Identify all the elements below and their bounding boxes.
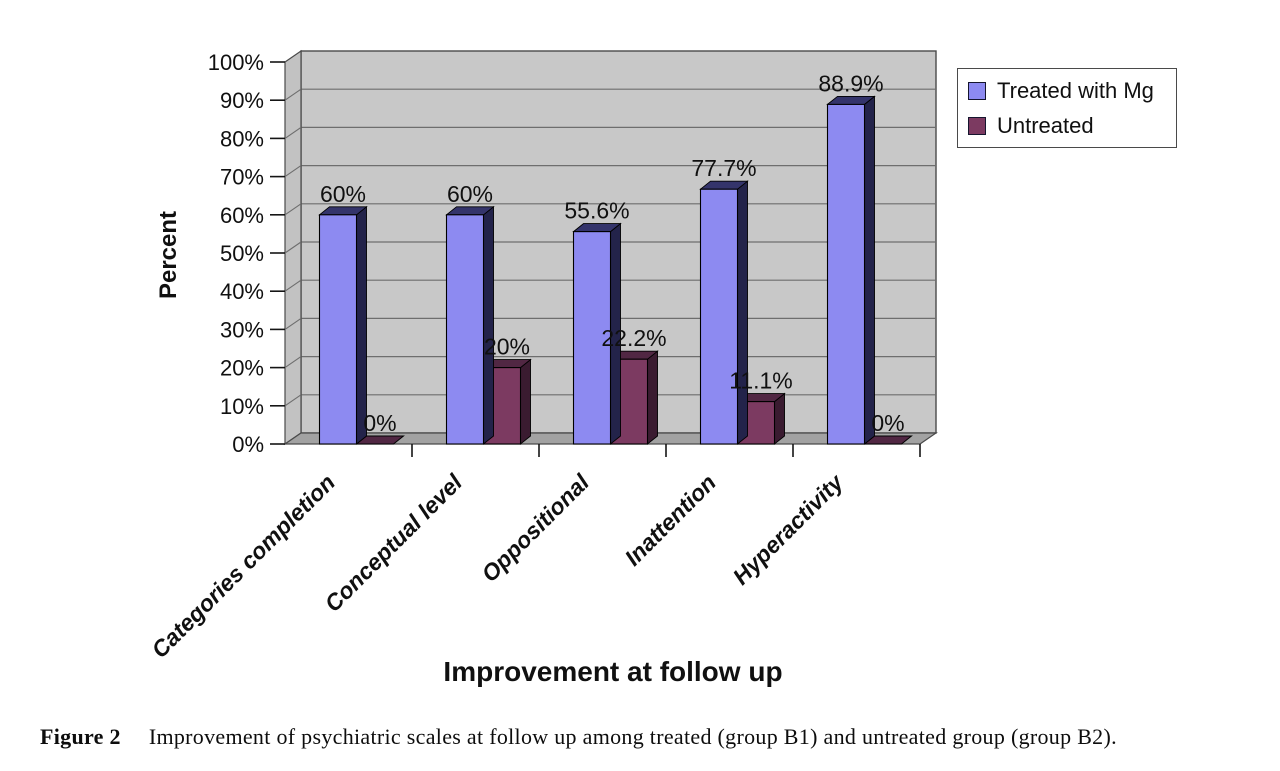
- y-tick-label-60: 60%: [220, 203, 264, 228]
- data-label-untreated-hyperactivity: 0%: [871, 410, 904, 436]
- bar-treated-with-mg-inattention: [699, 188, 739, 445]
- bar-untreated-inattention-side: [774, 392, 785, 445]
- left-wall-gridline-80: [284, 126, 302, 139]
- data-label-untreated-conceptual-level: 20%: [484, 334, 530, 360]
- figure-caption-text: Improvement of psychiatric scales at fol…: [148, 724, 1117, 749]
- data-label-untreated-categories-completion: 0%: [363, 410, 396, 436]
- y-tick-label-90: 90%: [220, 88, 264, 113]
- y-tick-label-70: 70%: [220, 165, 264, 190]
- left-wall-gridline-40: [284, 279, 302, 292]
- y-tick-label-10: 10%: [220, 394, 264, 419]
- data-label-untreated-oppositional: 22.2%: [601, 325, 666, 351]
- legend-label-untreated: Untreated: [997, 112, 1094, 138]
- data-label-treated-with-mg-hyperactivity: 88.9%: [818, 70, 883, 96]
- y-tick-label-0: 0%: [232, 432, 264, 457]
- y-tick-label-80: 80%: [220, 126, 264, 151]
- data-label-treated-with-mg-inattention: 77.7%: [691, 155, 756, 181]
- left-wall-gridline-50: [284, 241, 302, 254]
- legend-item-treated-with-mg: Treated with Mg: [968, 78, 1166, 104]
- left-wall-gridline-70: [284, 165, 302, 178]
- x-axis-title: Improvement at follow up: [443, 656, 782, 687]
- bar-treated-with-mg-conceptual-level: [445, 214, 485, 445]
- legend-swatch-treated-with-mg: [968, 81, 986, 100]
- category-label-conceptual-level: Conceptual level: [319, 469, 467, 617]
- bar-treated-with-mg-oppositional: [572, 231, 612, 445]
- bar-treated-with-mg-inattention-side: [737, 180, 748, 445]
- bar-treated-with-mg-categories-completion: [318, 214, 358, 445]
- category-label-inattention: Inattention: [620, 469, 722, 571]
- legend: Treated with Mg Untreated: [957, 68, 1177, 148]
- category-label-categories-completion: Categories completion: [146, 469, 340, 663]
- y-tick-label-40: 40%: [220, 279, 264, 304]
- data-label-untreated-inattention: 11.1%: [729, 368, 793, 394]
- category-label-hyperactivity: Hyperactivity: [727, 468, 848, 589]
- legend-swatch-untreated: [968, 116, 986, 135]
- left-wall-gridline-90: [284, 88, 302, 101]
- improvement-chart: 0% 10% 20% 30% 40% 50% 60% 70% 80% 90% 100% 60% 60% 5…: [146, 49, 938, 687]
- figure-caption: Figure 2 Improvement of psychiatric scale…: [40, 724, 1252, 750]
- bar-untreated-oppositional-side: [647, 350, 658, 445]
- y-tick-label-100: 100%: [208, 50, 264, 75]
- left-wall-gridline-10: [284, 394, 302, 407]
- legend-label-treated-with-mg: Treated with Mg: [997, 77, 1154, 103]
- bar-treated-with-mg-conceptual-level-side: [483, 205, 494, 445]
- legend-item-untreated: Untreated: [968, 113, 1166, 139]
- bar-treated-with-mg-categories-completion-side: [356, 205, 367, 445]
- y-tick-label-50: 50%: [220, 241, 264, 266]
- y-tick-label-20: 20%: [220, 356, 264, 381]
- data-label-treated-with-mg-categories-completion: 60%: [320, 181, 366, 207]
- bar-treated-with-mg-hyperactivity-side: [864, 95, 875, 445]
- left-wall-gridline-30: [284, 317, 302, 330]
- category-label-oppositional: Oppositional: [476, 469, 594, 587]
- bar-treated-with-mg-hyperactivity: [826, 103, 866, 445]
- y-axis-title: Percent: [155, 211, 182, 299]
- left-wall-gridline-60: [284, 203, 302, 216]
- left-wall-gridline-20: [284, 356, 302, 369]
- figure-caption-label: Figure 2: [40, 724, 121, 749]
- data-label-treated-with-mg-oppositional: 55.6%: [564, 198, 629, 224]
- bar-untreated-conceptual-level-side: [520, 358, 531, 445]
- data-label-treated-with-mg-conceptual-level: 60%: [447, 181, 493, 207]
- y-tick-label-30: 30%: [220, 317, 264, 342]
